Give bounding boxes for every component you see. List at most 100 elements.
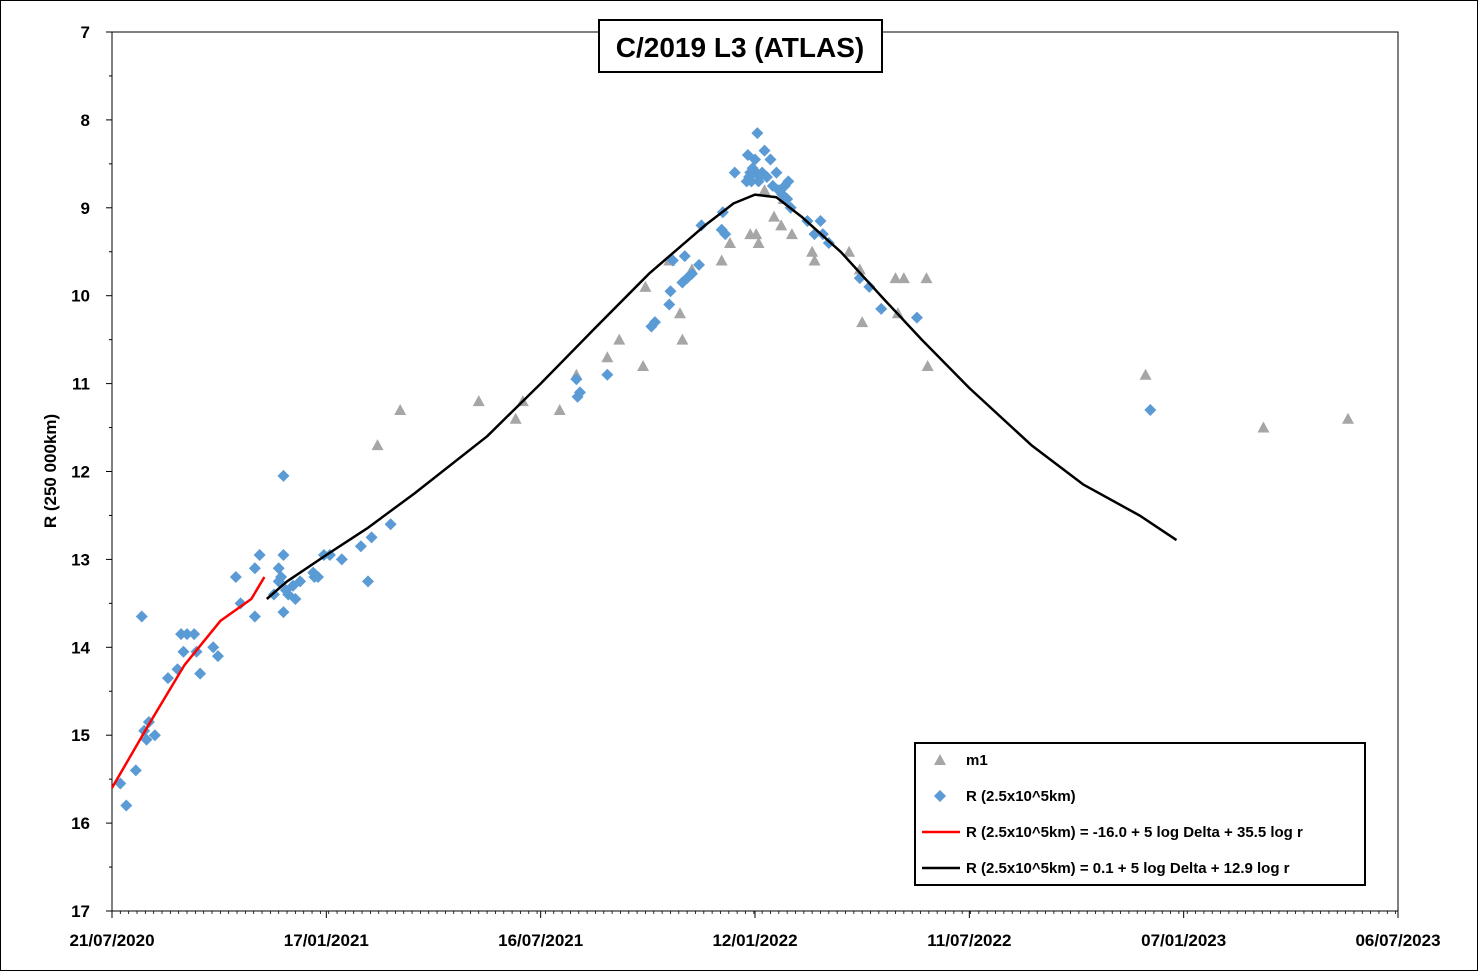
r-point (229, 570, 242, 583)
y-tick-label: 8 (81, 111, 90, 130)
m1-point (676, 333, 689, 345)
m1-point (843, 245, 856, 257)
r-point (194, 667, 207, 680)
r-point (751, 127, 764, 140)
m1-point (752, 236, 765, 248)
r-point (248, 562, 261, 575)
fit-line-black (265, 193, 1178, 600)
r-point (365, 531, 378, 544)
y-axis: 7 8 9 10 11 12 13 14 15 16 17 (71, 23, 112, 921)
m1-point (394, 403, 407, 415)
r-point (253, 549, 266, 562)
r-point (311, 570, 324, 583)
r-point (760, 171, 773, 184)
r-point (764, 153, 777, 166)
y-axis-label: R (250 000km) (41, 414, 60, 528)
r-point (910, 311, 923, 324)
legend-label: R (2.5x10^5km) = -16.0 + 5 log Delta + 3… (966, 824, 1303, 841)
m1-point (897, 272, 910, 284)
legend: m1 R (2.5x10^5km) R (2.5x10^5km) = -16.0 +… (914, 742, 1366, 886)
fit-line-red (110, 576, 266, 789)
x-tick-label: 16/07/2021 (498, 931, 583, 950)
r-point (1144, 403, 1157, 416)
m1-point (768, 210, 781, 222)
m1-point (613, 333, 626, 345)
x-tick-label: 17/01/2021 (284, 931, 369, 950)
r-point (272, 562, 285, 575)
r-point (207, 641, 220, 654)
r-point (181, 628, 194, 641)
y-tick-label: 10 (71, 287, 90, 306)
y-tick-label: 13 (71, 550, 90, 569)
r-point (758, 144, 771, 157)
y-tick-label: 7 (81, 23, 90, 42)
legend-label: m1 (966, 752, 988, 769)
legend-label: R (2.5x10^5km) (966, 788, 1076, 805)
x-tick-label: 12/01/2022 (712, 931, 797, 950)
r-point (335, 553, 348, 566)
chart-title: C/2019 L3 (ATLAS) (616, 32, 864, 63)
r-point (666, 254, 679, 267)
y-tick-label: 11 (72, 375, 90, 394)
series-r-points (114, 127, 1157, 812)
r-point (354, 540, 367, 553)
y-tick-label: 12 (71, 463, 90, 482)
r-point (211, 650, 224, 663)
m1-point (1139, 368, 1152, 380)
m1-point (808, 254, 821, 266)
legend-r-marker (934, 790, 946, 802)
r-point (234, 597, 247, 610)
r-point (573, 386, 586, 399)
r-point (275, 570, 288, 583)
m1-point (371, 439, 384, 451)
y-tick-label: 9 (81, 199, 90, 218)
x-tick-label: 21/07/2020 (69, 931, 154, 950)
m1-point (639, 280, 652, 292)
r-point (678, 250, 691, 263)
m1-point (673, 307, 686, 319)
m1-point (715, 254, 728, 266)
m1-point (889, 272, 902, 284)
m1-point (806, 245, 819, 257)
legend-label: R (2.5x10^5km) = 0.1 + 5 log Delta + 12.… (966, 860, 1290, 877)
m1-point (723, 236, 736, 248)
x-tick-label: 11/07/2022 (927, 931, 1011, 950)
m1-point (920, 272, 933, 284)
y-tick-label: 17 (71, 902, 90, 921)
r-point (140, 733, 153, 746)
m1-point (509, 412, 522, 424)
m1-point (785, 228, 798, 240)
m1-point (750, 228, 763, 240)
legend-m1-marker (934, 754, 946, 765)
r-point (135, 610, 148, 623)
r-point (814, 214, 827, 227)
r-point (693, 258, 706, 271)
m1-point (853, 263, 866, 275)
r-point (770, 166, 783, 179)
r-point (188, 628, 201, 641)
r-point (277, 549, 290, 562)
x-tick-label: 06/07/2023 (1355, 931, 1440, 950)
r-point (782, 175, 795, 188)
m1-point (553, 403, 566, 415)
r-point (177, 645, 190, 658)
r-point (248, 610, 261, 623)
x-axis: 21/07/2020 17/01/2021 16/07/2021 12/01/2022… (69, 911, 1441, 950)
title-box: C/2019 L3 (ATLAS) (598, 19, 883, 73)
series-layer (110, 127, 1354, 812)
r-point (695, 219, 708, 232)
r-point (745, 175, 758, 188)
r-point (384, 518, 397, 531)
r-point (863, 280, 876, 293)
r-point (570, 373, 583, 386)
r-point (129, 764, 142, 777)
m1-point (637, 360, 650, 372)
y-tick-label: 15 (71, 726, 90, 745)
m1-point (1257, 421, 1270, 433)
r-point (728, 166, 741, 179)
r-point (664, 285, 677, 298)
m1-point (758, 184, 771, 196)
r-point (294, 575, 307, 588)
